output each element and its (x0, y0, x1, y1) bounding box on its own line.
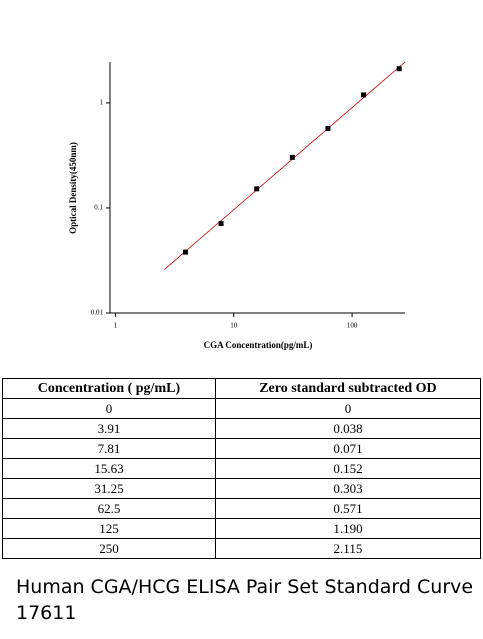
table-header: Concentration ( pg/mL) Zero standard subt… (2, 378, 482, 399)
data-table: Concentration ( pg/mL) Zero standard subt… (2, 378, 482, 559)
table-cell: 31.25 (2, 478, 216, 499)
table-cell: 0.152 (214, 458, 482, 479)
table-cell: 0 (2, 398, 216, 419)
x-tick-label: 1 (114, 322, 118, 330)
point (325, 125, 331, 131)
table-cell: 250 (2, 538, 216, 559)
x-tick-label: 100 (347, 322, 358, 330)
x-axis-label: CGA Concentration(pg/mL) (204, 340, 313, 350)
point (396, 66, 402, 72)
table-cell: 0.303 (214, 478, 482, 499)
point (361, 92, 367, 98)
table-cell: 0.038 (214, 418, 482, 439)
table-cell: 0.071 (214, 438, 482, 459)
table-cell: 62.5 (2, 498, 216, 519)
table-row: 62.5 0.571 (2, 498, 482, 519)
table-row: 3.91 0.038 (2, 418, 482, 439)
table-cell: 3.91 (2, 418, 216, 439)
chart: CGA Concentration(pg/mL) Optical Density… (68, 61, 406, 350)
table-cell: 15.63 (2, 458, 216, 479)
table-row: 7.81 0.071 (2, 438, 482, 459)
table-cell: 7.81 (2, 438, 216, 459)
table-row: 250 2.115 (2, 538, 482, 559)
point (218, 221, 224, 227)
point (254, 186, 260, 192)
y-tick-label: 0.01 (91, 309, 104, 317)
x-tick-label: 10 (230, 322, 238, 330)
table-row: 125 1.190 (2, 518, 482, 539)
y-axis-label: Optical Density(450nm) (68, 142, 78, 234)
caption: 17611 (16, 602, 77, 624)
y-tick-label: 0.1 (94, 204, 103, 212)
table-cell: 1.190 (214, 518, 482, 539)
table-cell: 2.115 (214, 538, 482, 559)
table-row: 31.25 0.303 (2, 478, 482, 499)
y-tick-label: 1 (100, 98, 104, 106)
header-cell: Zero standard subtracted OD (214, 378, 482, 399)
header-cell: Concentration ( pg/mL) (2, 378, 216, 399)
caption: Human CGA/HCG ELISA Pair Set Standard Cu… (16, 576, 474, 598)
table-cell: 125 (2, 518, 216, 539)
point (182, 249, 188, 255)
table-row: 15.63 0.152 (2, 458, 482, 479)
table-cell: 0.571 (214, 498, 482, 519)
table-cell: 0 (214, 398, 482, 419)
point (289, 154, 295, 160)
fit-line (164, 61, 406, 270)
